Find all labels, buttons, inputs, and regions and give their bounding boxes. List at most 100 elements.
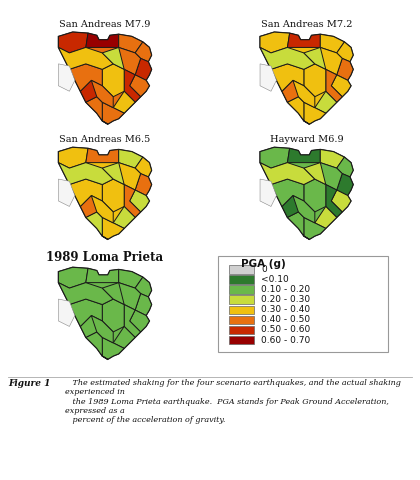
Polygon shape	[86, 332, 108, 360]
Bar	[228, 306, 254, 314]
Polygon shape	[102, 64, 124, 97]
Text: The estimated shaking for the four scenario earthquakes, and the actual shaking : The estimated shaking for the four scena…	[65, 379, 401, 424]
Polygon shape	[102, 283, 124, 304]
Polygon shape	[80, 195, 102, 217]
Text: 0.10 - 0.20: 0.10 - 0.20	[261, 285, 310, 294]
Polygon shape	[86, 148, 119, 163]
Polygon shape	[124, 304, 141, 337]
Bar	[228, 265, 254, 274]
Polygon shape	[304, 163, 326, 184]
Polygon shape	[102, 217, 124, 240]
Polygon shape	[58, 48, 113, 69]
Polygon shape	[320, 149, 344, 168]
Bar	[228, 286, 254, 294]
Polygon shape	[326, 184, 342, 217]
Text: 0.30 - 0.40: 0.30 - 0.40	[261, 305, 310, 314]
Polygon shape	[337, 157, 353, 177]
Polygon shape	[69, 179, 102, 206]
Polygon shape	[135, 59, 152, 80]
Polygon shape	[260, 163, 315, 184]
Polygon shape	[69, 64, 102, 91]
Polygon shape	[113, 206, 135, 228]
Bar	[228, 276, 254, 284]
Polygon shape	[287, 97, 310, 124]
Polygon shape	[135, 42, 152, 61]
Polygon shape	[80, 315, 102, 337]
Polygon shape	[130, 75, 150, 97]
Polygon shape	[320, 34, 344, 53]
Polygon shape	[326, 69, 342, 102]
Polygon shape	[124, 184, 141, 217]
Polygon shape	[315, 48, 342, 75]
Polygon shape	[271, 179, 304, 206]
Polygon shape	[58, 283, 113, 304]
Polygon shape	[260, 64, 276, 91]
Polygon shape	[102, 337, 124, 360]
Title: San Andreas M6.5: San Andreas M6.5	[59, 135, 151, 144]
Polygon shape	[58, 32, 88, 53]
Polygon shape	[86, 268, 119, 283]
Polygon shape	[113, 283, 141, 310]
Polygon shape	[91, 80, 113, 108]
Polygon shape	[260, 179, 276, 206]
Polygon shape	[102, 299, 124, 332]
Polygon shape	[80, 80, 102, 102]
Polygon shape	[304, 179, 326, 212]
Polygon shape	[287, 33, 320, 48]
Polygon shape	[304, 102, 326, 124]
Polygon shape	[135, 294, 152, 315]
Title: San Andreas M7.2: San Andreas M7.2	[261, 20, 352, 29]
Polygon shape	[260, 147, 290, 168]
Polygon shape	[58, 267, 152, 360]
Polygon shape	[58, 163, 113, 184]
Polygon shape	[58, 267, 88, 288]
Bar	[228, 296, 254, 304]
Polygon shape	[304, 217, 326, 240]
Polygon shape	[304, 48, 326, 69]
Polygon shape	[119, 149, 143, 168]
Polygon shape	[135, 174, 152, 195]
Polygon shape	[287, 212, 310, 240]
Text: Figure 1: Figure 1	[8, 379, 51, 388]
Text: 0.40 - 0.50: 0.40 - 0.50	[261, 315, 310, 324]
Polygon shape	[58, 32, 152, 124]
Polygon shape	[113, 91, 135, 113]
Text: 0: 0	[261, 265, 267, 274]
Polygon shape	[282, 80, 304, 102]
Text: 0.20 - 0.30: 0.20 - 0.30	[261, 295, 310, 304]
Title: San Andreas M7.9: San Andreas M7.9	[59, 20, 151, 29]
Polygon shape	[119, 34, 143, 53]
Polygon shape	[86, 97, 108, 124]
Polygon shape	[315, 91, 337, 113]
Text: <0.10: <0.10	[261, 275, 289, 284]
Polygon shape	[337, 59, 353, 80]
Polygon shape	[113, 163, 141, 190]
Polygon shape	[102, 102, 124, 124]
Polygon shape	[58, 147, 152, 240]
Polygon shape	[119, 269, 143, 288]
Polygon shape	[86, 212, 108, 240]
Polygon shape	[135, 277, 152, 297]
Polygon shape	[337, 42, 353, 61]
Polygon shape	[293, 80, 315, 108]
Polygon shape	[58, 179, 75, 206]
Polygon shape	[91, 195, 113, 223]
Polygon shape	[113, 326, 135, 348]
Polygon shape	[287, 148, 320, 163]
Polygon shape	[86, 33, 119, 48]
Polygon shape	[135, 157, 152, 177]
Polygon shape	[102, 179, 124, 212]
Bar	[228, 336, 254, 344]
Bar	[228, 316, 254, 324]
Polygon shape	[69, 299, 102, 326]
Bar	[228, 326, 254, 334]
Polygon shape	[260, 147, 353, 240]
Polygon shape	[315, 206, 337, 228]
Polygon shape	[304, 64, 326, 97]
Polygon shape	[337, 174, 353, 195]
Polygon shape	[260, 32, 353, 124]
Polygon shape	[113, 48, 141, 75]
Polygon shape	[271, 64, 304, 91]
Polygon shape	[293, 195, 315, 223]
Polygon shape	[58, 299, 75, 326]
